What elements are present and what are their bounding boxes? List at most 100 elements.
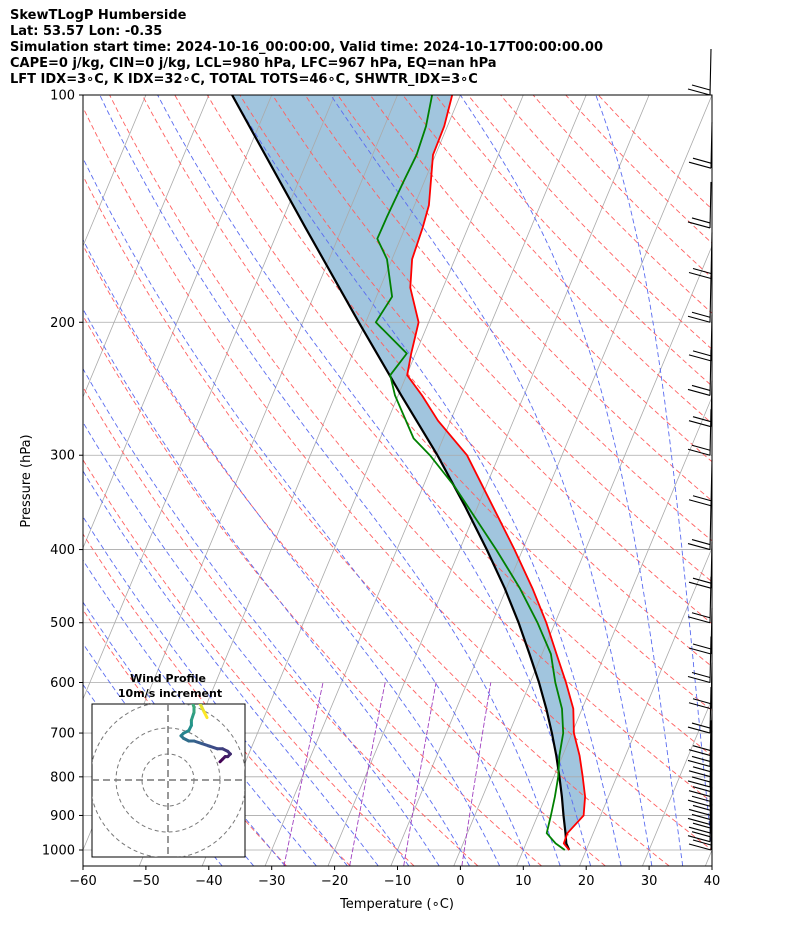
wind-barb xyxy=(687,181,712,229)
location-line: Lat: 53.57 Lon: -0.35 xyxy=(10,24,163,39)
barb-staff xyxy=(709,503,712,550)
barb-flag xyxy=(687,726,711,734)
barb-flag xyxy=(691,84,711,91)
moist-adiabat-line xyxy=(83,642,255,866)
dry-adiabat-line xyxy=(83,386,479,866)
x-tick-label: −50 xyxy=(132,874,159,889)
barb-staff xyxy=(710,380,713,427)
barb-flag xyxy=(687,780,711,788)
moist-adiabat-line xyxy=(83,470,379,866)
barb-flag xyxy=(691,722,711,729)
barb-flag xyxy=(687,388,711,396)
y-tick-label: 600 xyxy=(50,676,75,691)
moist-adiabat-line xyxy=(83,238,501,866)
barb-staff xyxy=(709,720,712,767)
x-tick-label: −60 xyxy=(69,874,96,889)
barb-flag xyxy=(691,539,711,546)
barb-flag xyxy=(688,499,712,507)
mixing-ratio-line xyxy=(349,682,386,866)
barb-staff xyxy=(710,662,713,709)
dry-adiabat-line xyxy=(500,95,712,314)
barb-flag xyxy=(691,217,711,224)
x-tick-label: −40 xyxy=(195,874,222,889)
barb-flag xyxy=(692,495,712,502)
barb-flag xyxy=(688,647,712,655)
y-tick-label: 100 xyxy=(50,89,75,104)
barb-flag xyxy=(687,315,711,323)
barb-flag xyxy=(687,616,711,624)
y-tick-label: 300 xyxy=(50,449,75,464)
x-axis-label: Temperature (∘C) xyxy=(339,897,454,912)
barb-flag xyxy=(687,675,711,684)
hodograph-inset: Wind Profile 10m/s increment xyxy=(91,672,246,858)
wind-barb xyxy=(687,48,712,96)
barb-flag xyxy=(691,831,711,838)
barb-staff xyxy=(709,48,712,96)
isotherm-line xyxy=(83,95,84,97)
wind-barb xyxy=(688,314,713,362)
barb-staff xyxy=(710,542,713,589)
barb-flag xyxy=(688,826,712,834)
x-tick-label: −10 xyxy=(384,874,411,889)
mixing-ratio-lines xyxy=(283,682,492,866)
barb-flag xyxy=(692,766,712,773)
x-tick-label: 20 xyxy=(578,874,595,889)
dry-adiabat-line xyxy=(109,95,712,803)
temperature-profile-line xyxy=(406,95,586,851)
moist-adiabats xyxy=(83,95,712,866)
dry-adiabats xyxy=(83,95,712,866)
barb-flag xyxy=(688,161,712,169)
barb-flag xyxy=(687,759,711,767)
barb-flag xyxy=(687,799,711,807)
mixing-ratio-line xyxy=(461,682,492,866)
moist-adiabat-line xyxy=(83,601,286,866)
barb-flag xyxy=(688,354,712,362)
barb-flag xyxy=(691,776,711,783)
x-tick-label: 40 xyxy=(704,874,721,889)
wind-barb xyxy=(687,760,712,807)
isotherm-line xyxy=(0,95,20,866)
barb-staff xyxy=(710,122,713,169)
profile-lines xyxy=(231,95,586,851)
barb-flag xyxy=(692,786,712,793)
barb-flag xyxy=(691,813,711,820)
dry-adiabat-line xyxy=(337,95,712,502)
barb-flag xyxy=(688,808,712,816)
wind-barb xyxy=(687,720,712,767)
y-tick-label: 500 xyxy=(50,616,75,631)
cape-area xyxy=(232,95,585,850)
moist-adiabat-line xyxy=(99,95,561,866)
barb-flag xyxy=(692,643,712,650)
isotherm-line xyxy=(201,95,524,866)
isotherm-line xyxy=(327,95,650,866)
barb-flag xyxy=(691,795,711,802)
barb-staff xyxy=(710,709,713,756)
wind-barbs xyxy=(687,48,713,851)
wind-barb xyxy=(688,122,713,169)
barb-flag xyxy=(687,448,711,456)
wind-barb xyxy=(687,636,712,684)
y-tick-label: 1000 xyxy=(42,844,75,859)
dry-adiabat-line xyxy=(532,95,712,279)
barb-flag xyxy=(692,804,712,811)
y-tick-label: 700 xyxy=(50,727,75,742)
indices-line-2: LFT IDX=3∘C, K IDX=32∘C, TOTAL TOTS=46∘C… xyxy=(10,72,478,87)
barb-staff xyxy=(709,276,712,323)
barb-flag xyxy=(692,698,712,705)
mixing-ratio-line xyxy=(403,682,437,866)
moist-adiabat-line xyxy=(330,95,653,866)
barb-flag xyxy=(692,577,712,584)
dry-adiabat-line xyxy=(83,459,415,866)
wind-barb xyxy=(687,409,712,456)
wind-barb xyxy=(687,503,712,551)
hodograph-subtitle: 10m/s increment xyxy=(118,687,222,700)
moist-adiabat-line xyxy=(83,515,348,866)
y-tick-label: 400 xyxy=(50,543,75,558)
wind-barb xyxy=(687,576,712,624)
isotherm-line xyxy=(579,546,712,866)
wind-barb xyxy=(688,459,713,507)
parcel-profile-line xyxy=(231,95,571,851)
barb-flag xyxy=(687,835,711,843)
barb-flag xyxy=(687,543,711,551)
barb-flag xyxy=(691,755,711,762)
